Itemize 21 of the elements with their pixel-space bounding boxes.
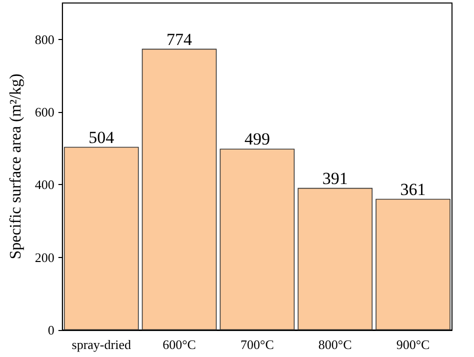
data-label: 391 — [322, 168, 348, 188]
data-label: 504 — [88, 128, 115, 147]
bar — [298, 188, 373, 330]
bar — [376, 198, 450, 330]
y-axis-title: Specific surface area (m²/kg) — [8, 74, 24, 260]
y-tick-label: 400 — [34, 177, 54, 192]
bar — [64, 146, 139, 330]
y-tick-label: 600 — [34, 104, 54, 120]
bar — [220, 148, 295, 330]
x-tick-label: 700°C — [240, 337, 274, 352]
x-tick-label: 600°C — [162, 337, 196, 352]
y-tick-label: 0 — [48, 322, 54, 338]
x-tick-label: 900°C — [396, 337, 430, 352]
bar — [142, 48, 217, 330]
x-tick-label: 800°C — [318, 337, 352, 352]
data-label: 774 — [166, 30, 193, 49]
y-tick-label: 800 — [34, 32, 54, 47]
x-tick-label: spray-dried — [72, 337, 132, 352]
data-label: 499 — [244, 130, 270, 149]
y-tick-label: 200 — [34, 250, 54, 265]
data-label: 361 — [400, 180, 426, 199]
